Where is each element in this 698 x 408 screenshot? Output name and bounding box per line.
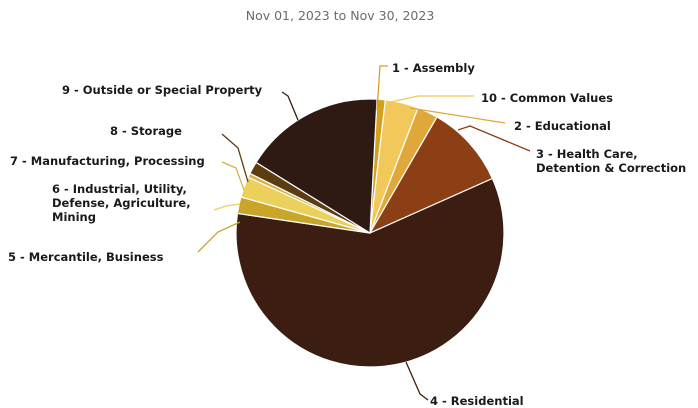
slice-label: 2 - Educational — [514, 119, 611, 133]
leader-line — [197, 221, 241, 253]
leader-line — [409, 107, 506, 124]
leader-lines — [197, 65, 531, 401]
slice-label: 6 - Industrial, Utility, Defense, Agricul… — [52, 182, 191, 224]
slice-labels: 1 - Assembly 10 - Common Values 2 - Educat… — [8, 61, 686, 408]
slice-label: 5 - Mercantile, Business — [8, 250, 164, 264]
pie-slice — [255, 98, 378, 235]
leader-line — [405, 361, 429, 401]
slice-label: 1 - Assembly — [392, 61, 475, 75]
chart-subtitle: Nov 01, 2023 to Nov 30, 2023 — [246, 8, 435, 23]
slice-label: 3 - Health Care, Detention & Correction — [536, 147, 686, 175]
leader-line — [281, 91, 299, 121]
leader-line — [376, 65, 388, 111]
pie-slice — [235, 177, 505, 368]
slice-label: 10 - Common Values — [481, 91, 613, 105]
pie-slice — [368, 116, 494, 235]
slice-label: 9 - Outside or Special Property — [62, 83, 263, 97]
leader-line — [385, 95, 474, 104]
slice-label: 8 - Storage — [110, 124, 182, 138]
pie-slices — [235, 98, 505, 368]
leader-line — [213, 203, 241, 211]
leader-line — [457, 125, 531, 152]
slice-label: 7 - Manufacturing, Processing — [10, 154, 205, 168]
leader-line — [221, 133, 249, 183]
leader-line — [221, 161, 245, 191]
slice-label: 4 - Residential — [430, 394, 524, 408]
